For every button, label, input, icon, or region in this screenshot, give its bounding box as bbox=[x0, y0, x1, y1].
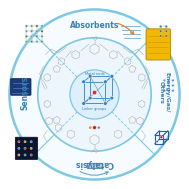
FancyBboxPatch shape bbox=[146, 29, 170, 60]
Circle shape bbox=[88, 74, 92, 78]
Circle shape bbox=[30, 141, 32, 143]
Circle shape bbox=[82, 80, 85, 84]
Text: Absorbents: Absorbents bbox=[70, 21, 119, 29]
Circle shape bbox=[110, 96, 114, 100]
Circle shape bbox=[104, 102, 107, 105]
Circle shape bbox=[82, 102, 85, 105]
Circle shape bbox=[18, 141, 20, 143]
Circle shape bbox=[24, 141, 26, 143]
Polygon shape bbox=[87, 163, 102, 168]
Circle shape bbox=[36, 25, 38, 27]
Circle shape bbox=[159, 30, 162, 33]
Circle shape bbox=[172, 79, 174, 82]
Circle shape bbox=[165, 25, 167, 28]
FancyBboxPatch shape bbox=[11, 79, 31, 95]
FancyArrowPatch shape bbox=[118, 23, 134, 34]
Text: Catalysis: Catalysis bbox=[75, 160, 114, 168]
Text: Energy/Gas/
Others: Energy/Gas/ Others bbox=[159, 72, 169, 113]
Circle shape bbox=[36, 40, 38, 43]
Circle shape bbox=[30, 154, 32, 156]
Circle shape bbox=[167, 90, 170, 92]
Circle shape bbox=[30, 35, 33, 38]
Circle shape bbox=[9, 9, 180, 180]
FancyArrowPatch shape bbox=[80, 171, 108, 175]
FancyBboxPatch shape bbox=[15, 137, 38, 160]
Circle shape bbox=[30, 30, 33, 33]
Circle shape bbox=[160, 136, 163, 139]
Circle shape bbox=[24, 154, 26, 156]
Circle shape bbox=[165, 35, 167, 37]
Circle shape bbox=[165, 30, 167, 33]
Circle shape bbox=[172, 90, 174, 92]
Circle shape bbox=[93, 126, 96, 129]
Circle shape bbox=[41, 30, 43, 33]
Circle shape bbox=[163, 90, 166, 92]
Circle shape bbox=[41, 40, 43, 43]
Circle shape bbox=[159, 25, 162, 28]
Circle shape bbox=[30, 40, 33, 43]
Circle shape bbox=[30, 147, 32, 149]
Circle shape bbox=[18, 154, 20, 156]
Circle shape bbox=[25, 35, 28, 38]
Circle shape bbox=[167, 79, 170, 82]
Circle shape bbox=[104, 80, 107, 84]
Text: Linker groups: Linker groups bbox=[82, 107, 107, 111]
Circle shape bbox=[159, 35, 162, 37]
Circle shape bbox=[25, 30, 28, 33]
Circle shape bbox=[41, 25, 43, 27]
Circle shape bbox=[110, 74, 114, 78]
Circle shape bbox=[156, 140, 158, 143]
Circle shape bbox=[88, 96, 92, 100]
Circle shape bbox=[97, 126, 100, 129]
Circle shape bbox=[36, 35, 38, 38]
Circle shape bbox=[89, 126, 92, 129]
Circle shape bbox=[163, 79, 166, 82]
Circle shape bbox=[41, 35, 43, 38]
Circle shape bbox=[172, 84, 174, 87]
Circle shape bbox=[163, 84, 166, 87]
Circle shape bbox=[92, 90, 97, 95]
Text: Metal node: Metal node bbox=[85, 72, 104, 76]
Text: Sensors: Sensors bbox=[21, 75, 29, 110]
Circle shape bbox=[38, 38, 151, 151]
Circle shape bbox=[70, 70, 119, 119]
Circle shape bbox=[25, 40, 28, 43]
Circle shape bbox=[167, 84, 170, 87]
Circle shape bbox=[18, 147, 20, 149]
Circle shape bbox=[30, 25, 33, 27]
Circle shape bbox=[25, 25, 28, 27]
Circle shape bbox=[24, 147, 26, 149]
Circle shape bbox=[36, 30, 38, 33]
